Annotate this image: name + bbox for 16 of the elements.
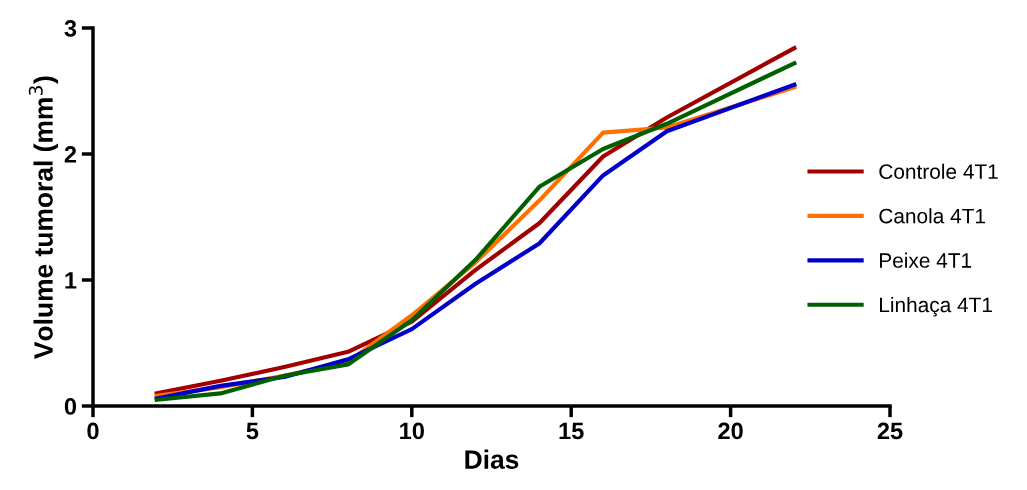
legend-label: Canola 4T1 — [879, 208, 985, 224]
x-tick-label: 5 — [246, 422, 259, 440]
y-tick-label: 0 — [64, 398, 77, 415]
x-tick-label: 25 — [877, 422, 903, 440]
x-tick-label: 20 — [718, 422, 743, 440]
legend-label: Linhaça 4T1 — [880, 296, 992, 317]
y-tick-label: 3 — [64, 20, 77, 37]
x-axis-title: Dias — [465, 449, 519, 469]
x-tick-label: 10 — [400, 422, 424, 440]
y-tick-label: 1 — [65, 272, 77, 289]
x-tick-label: 15 — [559, 422, 584, 440]
legend-label: Controle 4T1 — [879, 163, 998, 180]
y-axis-title: Volume tumoral (mm$^{3}$) — [28, 76, 59, 359]
x-tick-label: 0 — [87, 422, 99, 440]
legend-label: Peixe 4T1 — [880, 252, 972, 268]
y-tick-label: 2 — [64, 146, 77, 163]
